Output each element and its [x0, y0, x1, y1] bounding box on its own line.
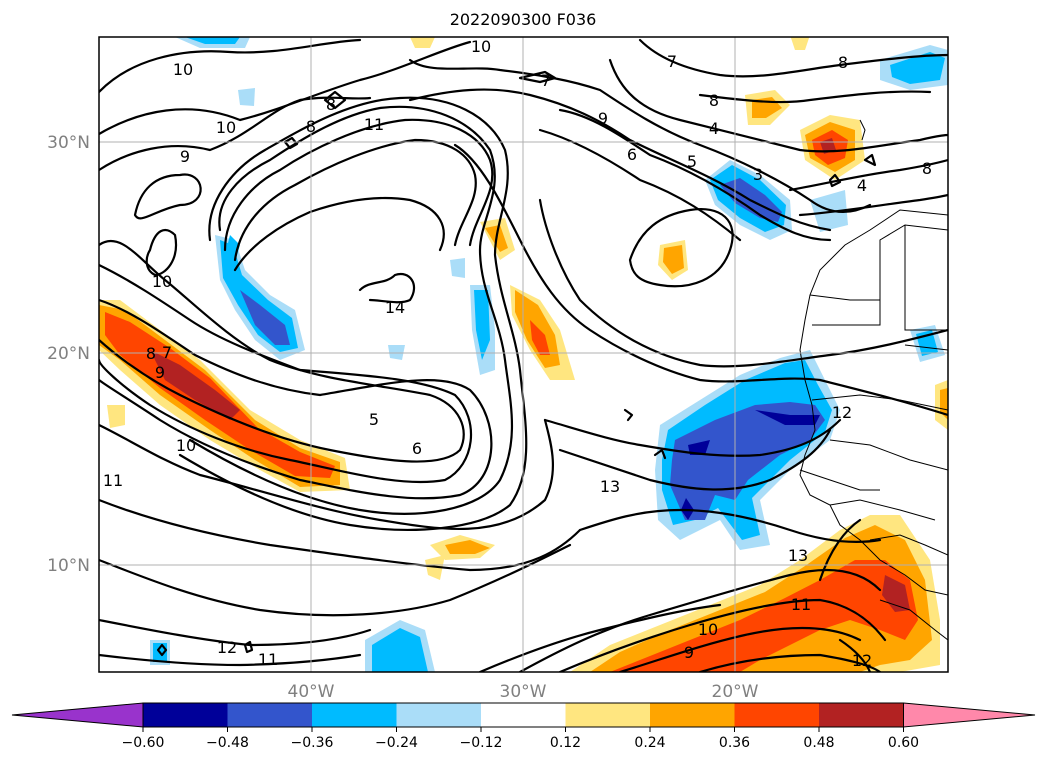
contour-label: 7 [162, 343, 172, 362]
gridlines [99, 37, 948, 672]
contour-label: 9 [684, 643, 694, 662]
colorbar-tick-label: −0.60 [122, 735, 165, 751]
contour-label: 11 [791, 595, 811, 614]
lat-label-10n: 10°N [47, 556, 90, 576]
contour-label: 7 [667, 52, 677, 71]
contour-label: 8 [838, 53, 848, 72]
contour-label: 8 [709, 91, 719, 110]
colorbar-tick-label: −0.48 [206, 735, 249, 751]
colorbar-segment [481, 703, 566, 727]
contour-label: 6 [627, 145, 637, 164]
contour-label: 9 [598, 109, 608, 128]
contour-labels: 10 10 10 9 8 8 11 7 7 8 8 9 6 5 4 3 4 8 … [103, 37, 932, 670]
contour-label: 6 [412, 439, 422, 458]
lon-label-20w: 20°W [712, 682, 759, 702]
contour-label: 7 [541, 71, 551, 90]
contour-label: 4 [857, 176, 867, 195]
colorbar-segment [734, 703, 819, 727]
colorbar-tick-label: 0.36 [719, 735, 750, 751]
lat-label-30n: 30°N [47, 133, 90, 153]
contour-label: 12 [832, 403, 852, 422]
colorbar-frame [142, 702, 904, 728]
colorbar-tick-label: −0.12 [460, 735, 503, 751]
contour-label: 10 [216, 118, 236, 137]
contour-label: 5 [687, 152, 697, 171]
contour-label: 10 [698, 620, 718, 639]
colorbar-segment [312, 703, 397, 727]
colorbar-extend-high [903, 702, 1036, 728]
contour-label: 12 [217, 638, 237, 657]
negative-anomaly-center-east [655, 350, 840, 550]
colorbar-segment [565, 703, 650, 727]
colorbar-segment [227, 703, 312, 727]
contour-label: 10 [152, 272, 172, 291]
contour-label: 14 [385, 298, 405, 317]
colorbar-tick-label: 0.60 [888, 735, 919, 751]
contour-label: 10 [176, 436, 196, 455]
contour-label: 10 [471, 37, 491, 56]
colorbar-tick-label: −0.36 [291, 735, 334, 751]
contour-label: 10 [173, 60, 193, 79]
colorbar-tick-label: 0.24 [634, 735, 665, 751]
contour-label: 8 [306, 117, 316, 136]
colorbar-extend-low [11, 702, 144, 728]
contour-label: 9 [155, 363, 165, 382]
lat-label-20n: 20°N [47, 344, 90, 364]
colorbar-tick-label: 0.48 [803, 735, 834, 751]
colorbar: −0.60 −0.48 −0.36 −0.24 −0.12 0.12 0.24 0.36 0.4… [11, 702, 1036, 751]
contour-label: 11 [103, 471, 123, 490]
colorbar-segment [143, 703, 228, 727]
contour-label: 13 [600, 477, 620, 496]
map-frame [98, 36, 949, 673]
contour-label: 8 [326, 95, 336, 114]
colorbar-segment [650, 703, 735, 727]
contour-label: 4 [709, 119, 719, 138]
contour-label: 11 [364, 115, 384, 134]
colorbar-segment [396, 703, 481, 727]
contour-label: 11 [258, 650, 278, 669]
contour-label: 9 [180, 147, 190, 166]
colorbar-segment [819, 703, 904, 727]
coastline-layer [799, 119, 948, 641]
contour-label: 8 [922, 159, 932, 178]
contour-label: 5 [369, 410, 379, 429]
colorbar-tick-label: −0.24 [375, 735, 418, 751]
contour-label: 12 [852, 651, 872, 670]
figure-title: 2022090300 F036 [450, 10, 597, 29]
lon-label-30w: 30°W [500, 682, 547, 702]
contour-label: 8 [146, 344, 156, 363]
contour-label: 13 [788, 546, 808, 565]
contour-label: 3 [753, 165, 763, 184]
lon-label-40w: 40°W [288, 682, 335, 702]
colorbar-tick-label: 0.12 [550, 735, 581, 751]
